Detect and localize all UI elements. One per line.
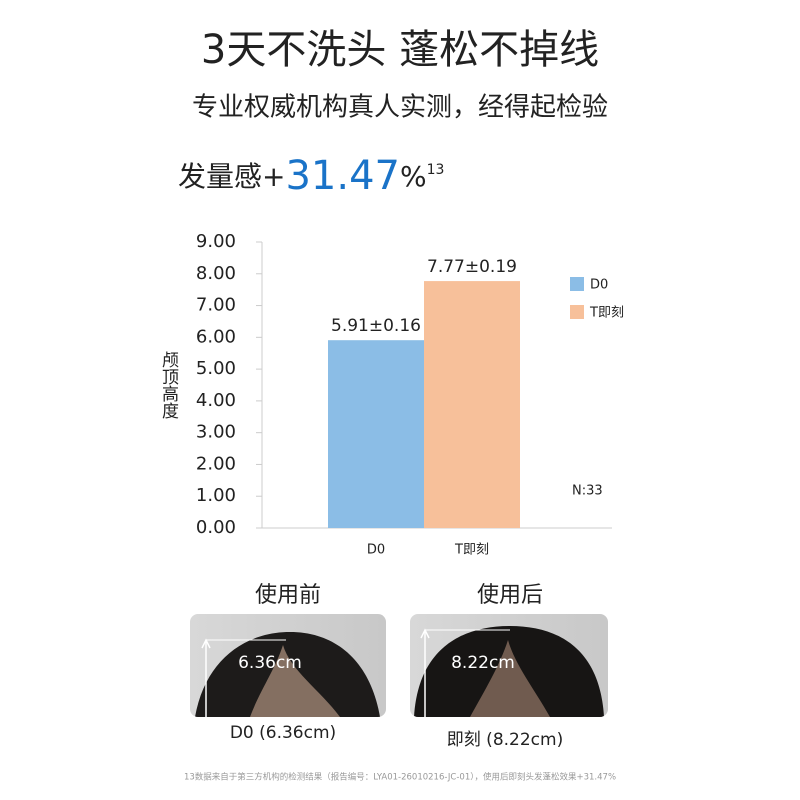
y-tick-label: 8.00 — [196, 263, 236, 284]
headline-unit: % — [400, 160, 427, 193]
value-label: 5.91±0.16 — [331, 316, 421, 336]
footnote: 13数据来自于第三方机构的检测结果（报告编号：LYA01-26010216-JC… — [184, 772, 616, 783]
photo-label: 使用前 — [255, 583, 321, 608]
title: 3天不洗头 蓬松不掉线 — [201, 27, 599, 73]
legend-swatch — [570, 305, 584, 319]
legend-label: T即刻 — [589, 306, 624, 321]
y-tick-label: 6.00 — [196, 326, 236, 347]
photo-caption: 即刻 (8.22cm) — [447, 730, 563, 750]
subtitle: 专业权威机构真人实测，经得起检验 — [192, 93, 608, 123]
y-tick-label: 9.00 — [196, 231, 236, 252]
photo-measure: 6.36cm — [238, 653, 302, 673]
headline-value: 31.47 — [285, 153, 400, 199]
photo-before — [190, 614, 386, 717]
headline: 发量感+31.47%13 — [178, 153, 444, 199]
y-tick-label: 7.00 — [196, 295, 236, 316]
value-label: 7.77±0.19 — [427, 257, 517, 277]
y-tick-label: 1.00 — [196, 485, 236, 506]
y-tick-label: 2.00 — [196, 453, 236, 474]
y-axis-label: 颅顶高度 — [158, 351, 179, 419]
legend-swatch — [570, 277, 584, 291]
bar — [328, 340, 424, 528]
bar — [424, 281, 520, 528]
headline-note: 13 — [427, 162, 445, 178]
photo-measure: 8.22cm — [451, 653, 515, 673]
photo-label: 使用后 — [477, 583, 543, 608]
y-tick-label: 0.00 — [196, 517, 236, 538]
y-tick-label: 3.00 — [196, 422, 236, 443]
headline-prefix: 发量感+ — [178, 160, 285, 193]
photo-caption: D0 (6.36cm) — [230, 723, 336, 743]
annotation: N:33 — [572, 484, 603, 499]
legend-label: D0 — [590, 278, 608, 293]
photo-after — [410, 614, 608, 717]
y-tick-label: 5.00 — [196, 358, 236, 379]
y-tick-label: 4.00 — [196, 390, 236, 411]
x-tick-label: T即刻 — [454, 543, 489, 558]
x-tick-label: D0 — [367, 543, 385, 558]
